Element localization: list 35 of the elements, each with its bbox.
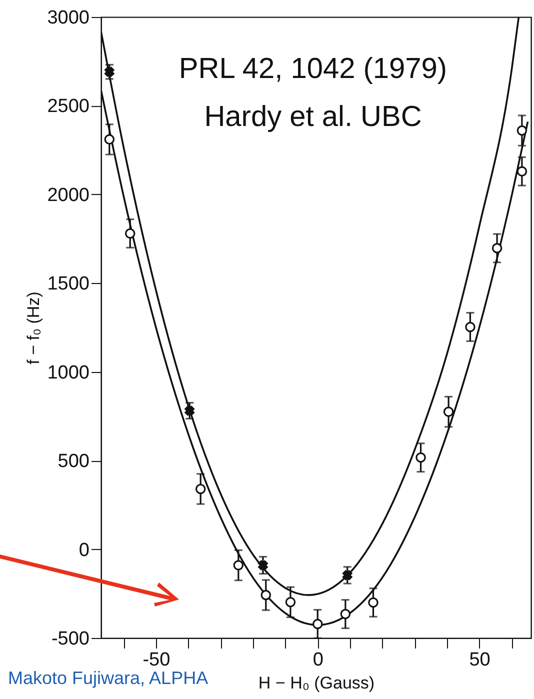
- point: [342, 570, 352, 580]
- point: [443, 406, 454, 417]
- point: [258, 560, 268, 570]
- point: [195, 484, 206, 494]
- y-tick-label: 500: [58, 451, 90, 472]
- point: [416, 452, 426, 463]
- y-tick-label: 1500: [47, 274, 90, 295]
- point: [285, 597, 296, 608]
- point: [516, 166, 528, 176]
- text: Makoto Fujiwara, ALPHA: [8, 668, 208, 688]
- y-tick-label: 3000: [47, 8, 90, 28]
- point: [124, 228, 136, 239]
- y-tick-label: 2500: [47, 96, 90, 118]
- point: [104, 66, 114, 77]
- point: [492, 243, 502, 254]
- annotation: PRL 42, 1042 (1979): [178, 53, 448, 85]
- y-tick-label: 2000: [47, 184, 90, 206]
- y-tick-label: 1000: [47, 362, 90, 384]
- point: [368, 597, 378, 608]
- y-tick-label: 0: [78, 540, 90, 561]
- point: [104, 134, 115, 145]
- x-tick-label: 50: [469, 650, 490, 670]
- point: [260, 590, 272, 600]
- point: [233, 560, 244, 570]
- x-tick-label: 0: [312, 650, 324, 670]
- point: [516, 125, 528, 136]
- point: [184, 406, 195, 416]
- x-tick-label: -50: [142, 650, 170, 670]
- point: [312, 618, 323, 630]
- point: [340, 608, 351, 620]
- y-tick-label: -500: [51, 628, 90, 650]
- x-axis-title: H − H₀ (Gauss): [258, 674, 375, 692]
- y-axis-title: f − f₀ (Hz): [24, 292, 44, 364]
- annotation: Hardy et al. UBC: [204, 101, 422, 133]
- point: [465, 322, 476, 332]
